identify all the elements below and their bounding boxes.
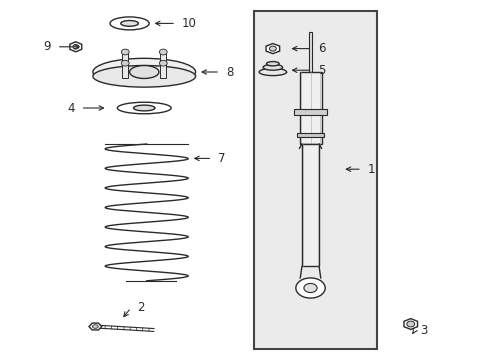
Ellipse shape — [159, 60, 167, 66]
Ellipse shape — [259, 68, 286, 76]
Bar — [122, 63, 128, 78]
Text: 10: 10 — [182, 17, 196, 30]
Ellipse shape — [121, 21, 138, 26]
Ellipse shape — [92, 325, 98, 328]
Text: 4: 4 — [67, 102, 75, 114]
Ellipse shape — [295, 278, 325, 298]
Bar — [294, 109, 326, 115]
Ellipse shape — [263, 64, 282, 70]
Ellipse shape — [117, 102, 171, 114]
Ellipse shape — [110, 17, 149, 30]
Ellipse shape — [159, 49, 167, 55]
Bar — [308, 32, 312, 72]
Ellipse shape — [93, 66, 195, 87]
Text: 7: 7 — [218, 152, 225, 165]
Ellipse shape — [133, 105, 155, 111]
Text: 2: 2 — [137, 301, 144, 314]
Bar — [254, 11, 376, 349]
Ellipse shape — [266, 62, 279, 66]
Bar — [297, 133, 324, 137]
Bar — [302, 144, 319, 266]
Bar — [122, 52, 128, 66]
Text: 9: 9 — [43, 40, 51, 53]
Polygon shape — [89, 323, 102, 330]
Text: 5: 5 — [317, 64, 325, 77]
Polygon shape — [70, 42, 81, 52]
Ellipse shape — [121, 60, 129, 66]
Polygon shape — [403, 319, 417, 329]
Polygon shape — [265, 44, 279, 54]
Text: 3: 3 — [420, 324, 427, 337]
Ellipse shape — [304, 283, 316, 293]
Ellipse shape — [121, 49, 129, 55]
Bar — [160, 52, 166, 66]
Ellipse shape — [93, 58, 195, 86]
Text: 8: 8 — [225, 66, 233, 78]
Text: 1: 1 — [367, 163, 374, 176]
Ellipse shape — [269, 46, 276, 51]
Ellipse shape — [129, 66, 159, 78]
Text: 6: 6 — [317, 42, 325, 55]
Bar — [160, 63, 166, 78]
Ellipse shape — [406, 321, 414, 327]
Ellipse shape — [73, 45, 79, 49]
Bar — [299, 72, 321, 144]
